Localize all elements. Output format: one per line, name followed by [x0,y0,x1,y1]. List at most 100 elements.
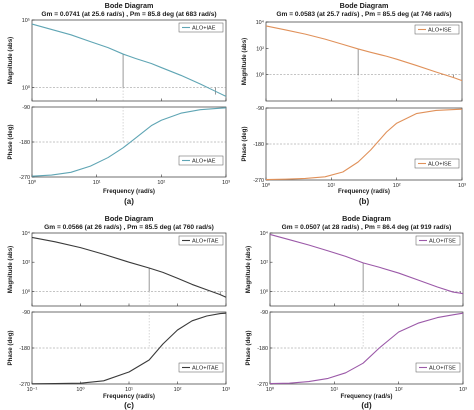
legend-box [178,362,224,373]
magnitude-y-tick-label: 10⁵ [22,18,30,24]
legend-label: ALO+IAE [192,26,216,32]
x-tick-label: 10¹ [330,387,338,393]
x-tick-label: 10⁰ [266,387,274,393]
chart-title: Bode Diagram [105,214,154,223]
magnitude-plot: 10⁰ 10² 10⁴ ALO+ISE Magnitude (abs) [241,20,463,102]
x-tick-label: 10³ [459,387,467,393]
x-tick-label: 10³ [458,183,466,189]
x-tick-label: 10⁰ [76,387,84,393]
magnitude-series-line [265,25,463,82]
phase-plot: -270 -180 -90 10⁰ 10¹ 10² 10³ ALO+IAE Phase (deg… [7,105,230,186]
x-tick-label: 10⁻¹ [27,387,38,393]
magnitude-y-tick-label: 10² [260,260,268,266]
x-axis-label: Frequency (rad/s) [341,393,393,400]
panel-caption: (d) [361,401,372,410]
phase-y-tick-label: -180 [253,142,264,148]
legend-box [415,362,461,373]
x-axis-label: Frequency (rad/s) [338,188,390,195]
phase-y-tick-label: -180 [19,346,30,352]
phase-plot: -270 -180 -90 10⁰ 10¹ 10² 10³ ALO+ISE Phase (deg… [241,106,466,189]
x-tick-label: 10¹ [327,183,335,189]
phase-y-tick-label: -180 [257,346,268,352]
magnitude-plot: 10⁰ 10⁵ ALO+IAE Magnitude (abs) [7,18,227,102]
magnitude-plot: 10⁰ 10² 10⁴ ALO+ITSE Magnitude (abs) [245,231,464,307]
phase-y-label: Phase (deg) [7,124,14,159]
phase-y-tick-label: -270 [257,382,268,388]
magnitude-y-tick-label: 10⁰ [256,73,264,79]
phase-y-label: Phase (deg) [7,330,14,365]
magnitude-y-tick-label: 10² [256,46,264,52]
chart-title: Bode Diagram [342,214,391,223]
x-axis-label: Frequency (rad/s) [103,393,155,400]
magnitude-y-tick-label: 10⁴ [260,231,269,237]
phase-legend: ALO+ITSE [415,362,461,373]
legend-label: ALO+ITSE [429,366,456,372]
phase-series-line [269,312,464,385]
magnitude-series-line [31,23,227,97]
phase-legend: ALO+ITAE [178,362,224,373]
legend-label: ALO+ITSE [429,239,456,245]
x-tick-label: 10² [157,180,165,186]
magnitude-y-label: Magnitude (abs) [245,246,252,293]
magnitude-axes-box [265,21,463,102]
phase-y-label: Phase (deg) [245,330,252,365]
phase-y-tick-label: -270 [253,178,264,184]
x-tick-label: 10¹ [125,387,133,393]
phase-series-line [31,312,227,385]
phase-legend: ALO+ISE [414,158,460,169]
chart-subtitle: Gm = 0.0741 (at 25.6 rad/s) , Pm = 85.8 … [41,11,216,18]
x-tick-label: 10¹ [93,180,101,186]
phase-plot: -270 -180 -90 10⁰ 10¹ 10² 10³ ALO+ITSE Phase (de… [245,310,467,393]
phase-series-line [265,108,463,181]
phase-series-line [31,107,227,177]
panel-caption: (c) [124,401,134,410]
x-axis-label: Frequency (rad/s) [103,188,155,195]
x-tick-label: 10³ [222,387,230,393]
magnitude-y-tick-label: 10² [22,260,30,266]
chart-subtitle: Gm = 0.0566 (at 26 rad/s) , Pm = 85.5 de… [44,224,214,231]
magnitude-legend: ALO+ITAE [178,235,224,246]
panel-caption: (a) [124,197,134,206]
legend-box [178,155,224,166]
phase-y-tick-label: -90 [256,106,264,112]
magnitude-y-tick-label: 10⁴ [256,20,265,26]
panel-caption: (b) [359,197,370,206]
legend-box [178,22,224,33]
magnitude-y-label: Magnitude (abs) [7,37,14,84]
legend-label: ALO+ISE [428,162,452,168]
x-tick-label: 10² [395,387,403,393]
phase-y-label: Phase (deg) [241,126,248,161]
magnitude-y-tick-label: 10⁰ [22,86,30,92]
magnitude-y-label: Magnitude (abs) [241,38,248,85]
phase-y-tick-label: -270 [19,382,30,388]
phase-legend: ALO+IAE [178,155,224,166]
legend-box [414,158,460,169]
chart-title: Bode Diagram [340,1,389,10]
legend-label: ALO+IAE [192,159,216,165]
phase-plot: -270 -180 -90 10⁻¹ 10⁰ 10¹ 10² 10³ ALO+ITAE Phase… [7,310,230,393]
magnitude-legend: ALO+IAE [178,22,224,33]
magnitude-legend: ALO+ISE [414,24,460,35]
x-tick-label: 10⁰ [28,180,36,186]
phase-y-tick-label: -90 [260,310,268,316]
magnitude-series-line [31,236,227,298]
magnitude-y-tick-label: 10⁰ [22,289,30,295]
legend-box [178,235,224,246]
x-tick-label: 10² [393,183,401,189]
magnitude-y-label: Magnitude (abs) [7,246,14,293]
x-tick-label: 10³ [222,180,230,186]
legend-box [415,235,461,246]
phase-y-tick-label: -180 [19,140,30,146]
legend-label: ALO+ITAE [192,239,219,245]
magnitude-y-tick-label: 10⁰ [260,289,268,295]
magnitude-plot: 10⁰ 10² 10⁴ ALO+ITAE Magnitude (abs) [7,231,227,307]
legend-label: ALO+ISE [428,28,452,34]
magnitude-legend: ALO+ITSE [415,235,461,246]
phase-y-tick-label: -270 [19,175,30,181]
phase-y-tick-label: -90 [22,105,30,111]
phase-y-tick-label: -90 [22,310,30,316]
